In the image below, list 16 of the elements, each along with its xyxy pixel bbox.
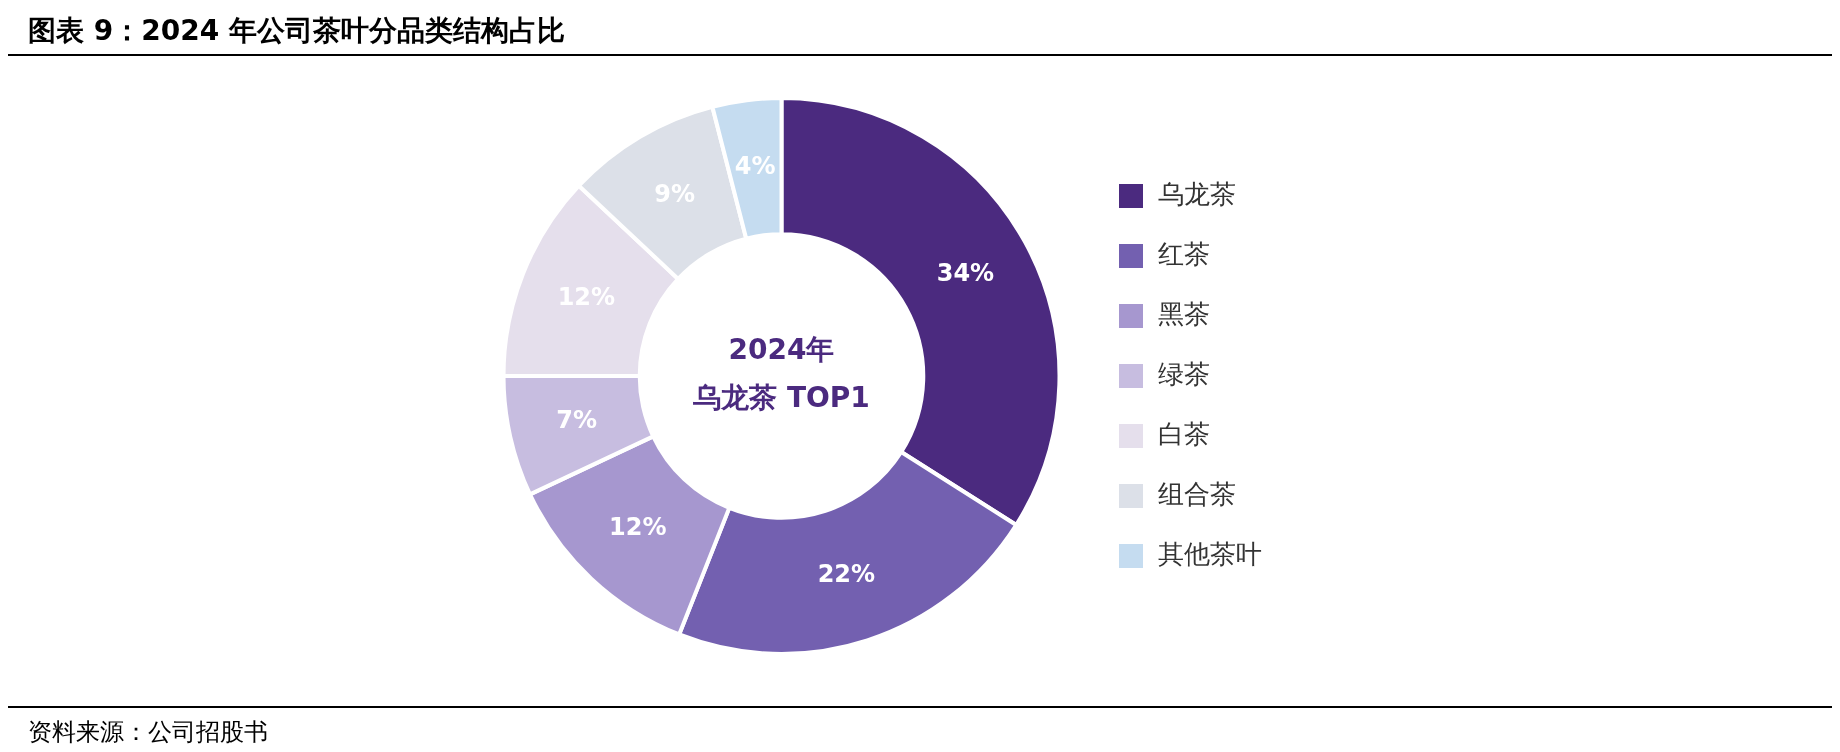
legend-label: 其他茶叶 [1158,538,1262,569]
legend-label: 白茶 [1158,418,1210,449]
legend-label: 乌龙茶 [1158,178,1236,209]
data-label: 22% [817,559,876,588]
legend-label: 组合茶 [1158,478,1236,509]
text: 乌龙茶 TOP1 [692,381,870,415]
legend-label: 绿茶 [1158,358,1210,389]
data-label: 12% [609,513,667,542]
text: 2024年 [728,333,835,367]
data-label: 34% [936,259,995,288]
data-label: 4% [734,152,776,180]
chart-title: 图表 9：2024 年公司茶叶分品类结构占比 [8,8,1832,56]
legend-label: 红茶 [1158,238,1210,269]
text: 资料来源：公司招股书 [8,706,1832,752]
data-label: 7% [556,406,598,435]
legend-label: 黑茶 [1158,298,1210,329]
